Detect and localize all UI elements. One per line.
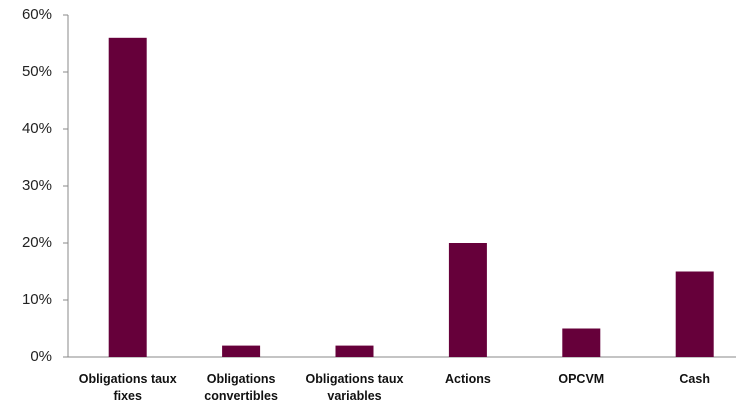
x-tick-label: Obligations taux variables — [305, 372, 404, 403]
x-tick-label: Obligations convertibles — [204, 372, 278, 403]
bar — [448, 243, 487, 357]
x-tick-label: Cash — [679, 372, 710, 386]
x-tick-label: Actions — [444, 372, 491, 386]
y-tick-label: 50% — [22, 63, 52, 80]
x-tick-label: OPCVM — [558, 372, 605, 386]
bar — [675, 271, 714, 357]
y-tick-label: 30% — [22, 177, 52, 194]
y-tick-label: 60% — [22, 6, 52, 23]
y-tick-label: 20% — [22, 234, 52, 251]
y-tick-label: 0% — [30, 348, 52, 365]
bar — [108, 37, 147, 358]
y-tick-label: 10% — [22, 291, 52, 308]
x-tick-label: Obligations taux fixes — [78, 372, 177, 403]
bar — [222, 345, 261, 357]
y-tick-label: 40% — [22, 120, 52, 137]
bar — [335, 345, 374, 357]
bar — [562, 328, 601, 357]
